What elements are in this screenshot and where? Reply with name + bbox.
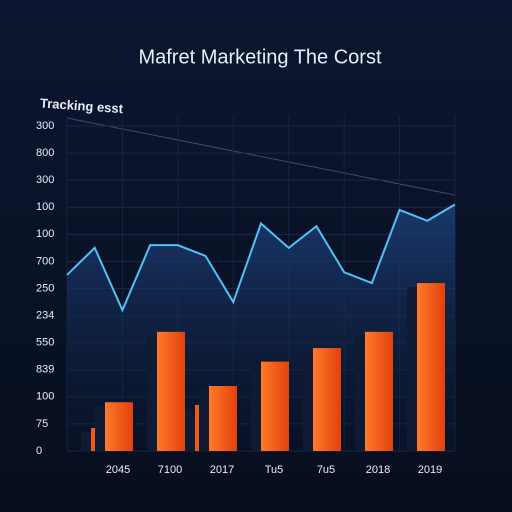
x-tick-label: 2017 — [210, 464, 234, 476]
y-tick-label: 300 — [36, 174, 54, 186]
y-tick-label: 300 — [36, 120, 54, 132]
bar-shadow — [199, 390, 209, 451]
bar — [365, 331, 393, 451]
x-tick-label: Tu5 — [265, 464, 284, 476]
y-tick-label: 100 — [36, 391, 54, 403]
bar-shadow — [303, 352, 313, 451]
bar-shadow — [185, 408, 195, 451]
y-tick-label: 0 — [36, 445, 42, 457]
x-tick-label: 2019 — [418, 464, 442, 476]
bar-shadow — [147, 335, 157, 451]
chart-subtitle: Tracking esst — [40, 95, 125, 116]
x-tick-label: 7100 — [158, 464, 182, 476]
bar-shadow — [355, 335, 365, 451]
bar — [417, 283, 445, 451]
bar — [313, 348, 341, 451]
y-tick-label: 75 — [36, 418, 48, 430]
y-tick-label: 550 — [36, 337, 54, 349]
x-tick-label: 2018 — [366, 464, 390, 476]
y-tick-label: 700 — [36, 255, 54, 267]
bar — [209, 386, 237, 451]
bar-shadow — [81, 431, 91, 451]
bar-shadow — [407, 287, 417, 451]
bar — [261, 361, 289, 451]
y-tick-label: 100 — [36, 201, 54, 213]
x-tick-label: 7u5 — [317, 464, 335, 476]
bar-shadow — [251, 365, 261, 451]
y-tick-label: 100 — [36, 228, 54, 240]
decor-line — [66, 117, 456, 196]
bar — [105, 402, 133, 451]
y-tick-label: 839 — [36, 364, 54, 376]
bar — [157, 331, 185, 451]
y-tick-label: 234 — [36, 309, 54, 321]
chart-title: Mafret Marketing The Corst — [138, 46, 381, 68]
bar-shadow — [95, 406, 105, 451]
x-tick-label: 2045 — [106, 464, 130, 476]
line — [66, 203, 456, 313]
y-tick-label: 800 — [36, 147, 54, 159]
y-tick-label: 250 — [36, 282, 54, 294]
